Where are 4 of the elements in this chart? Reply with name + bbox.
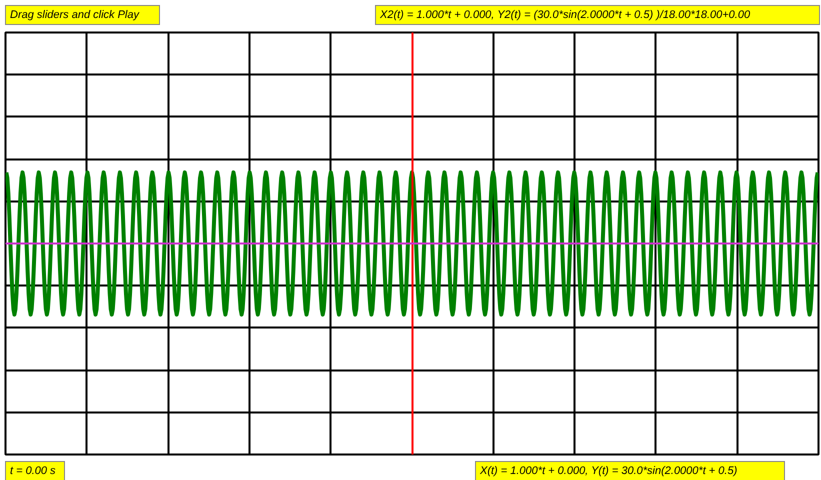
text: X2(t) = 1.000*t + 0.000, Y2(t) = (30.0*sin(2.0000*t + 0.5) )/18.00*18.00+0.00	[380, 8, 750, 23]
text: X(t) = 1.000*t + 0.000, Y(t) = 30.0*sin(2.0000*t + 0.5)	[480, 464, 738, 479]
text: Drag sliders and click Play	[10, 8, 139, 23]
text: t = 0.00 s	[10, 464, 56, 479]
